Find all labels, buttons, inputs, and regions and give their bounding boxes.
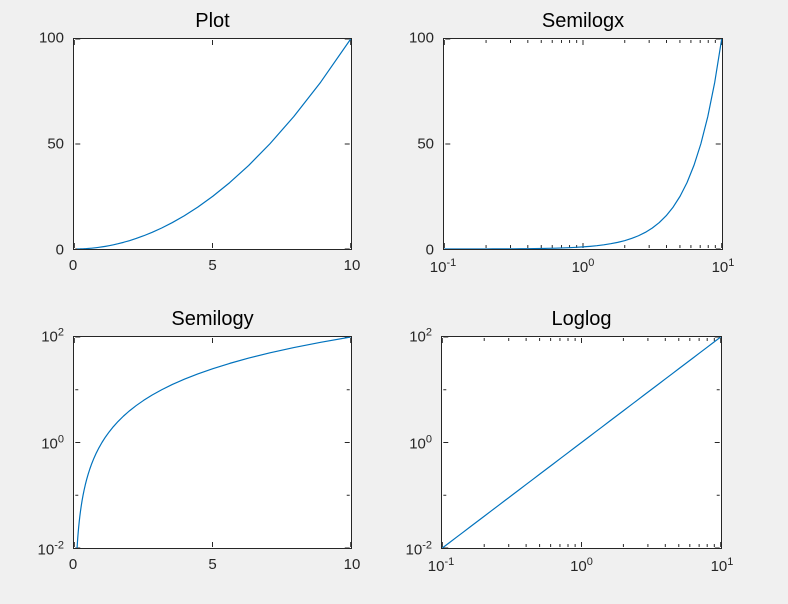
tick-label: 10 (343, 556, 361, 573)
axes-box (441, 336, 722, 549)
subplot-semilogy: Semilogy 0 5 10 10-2 100 102 (38, 308, 361, 572)
axes-box (443, 38, 723, 250)
tick-label: 100 (570, 556, 593, 575)
tick-label: 100 (38, 29, 64, 47)
tick-label: 0 (425, 241, 434, 259)
tick-label: 0 (68, 257, 78, 274)
tick-label: 101 (711, 257, 735, 276)
curve-svg (74, 39, 351, 249)
curve-svg (74, 337, 351, 548)
curve-svg (442, 337, 721, 548)
tick-label: 100 (409, 433, 432, 452)
subplot-title: Semilogx (541, 10, 625, 32)
tick-label: 50 (417, 135, 434, 153)
tick-label: 5 (208, 257, 217, 274)
tick-label: 100 (408, 29, 434, 47)
tick-label: 0 (68, 556, 78, 573)
subplot-loglog: Loglog 10-1 100 101 10-2 100 102 (406, 308, 734, 574)
tick-label: 10 (343, 257, 361, 274)
subplot-title: Loglog (551, 308, 612, 330)
subplot-title: Semilogy (171, 308, 254, 330)
axes-box (73, 38, 352, 250)
tick-label: 10-1 (427, 556, 455, 575)
subplot-semilogx: Semilogx 10-1 100 101 0 50 100 (409, 10, 734, 275)
tick-label: 102 (41, 326, 64, 346)
tick-label: 100 (571, 257, 595, 276)
tick-label: 101 (710, 556, 734, 575)
tick-label: 10-1 (429, 257, 457, 276)
tick-label: 5 (208, 556, 217, 573)
subplot-title: Plot (195, 10, 230, 32)
tick-label: 102 (409, 326, 432, 346)
subplot-plot: Plot 0 5 10 0 50 100 (39, 10, 360, 273)
tick-label: 0 (55, 241, 64, 259)
tick-label: 100 (41, 433, 64, 452)
axes-box (73, 336, 352, 549)
tick-label: 10-2 (37, 539, 64, 559)
tick-label: 50 (47, 135, 64, 153)
curve-svg (444, 39, 722, 249)
tick-label: 10-2 (405, 539, 432, 559)
